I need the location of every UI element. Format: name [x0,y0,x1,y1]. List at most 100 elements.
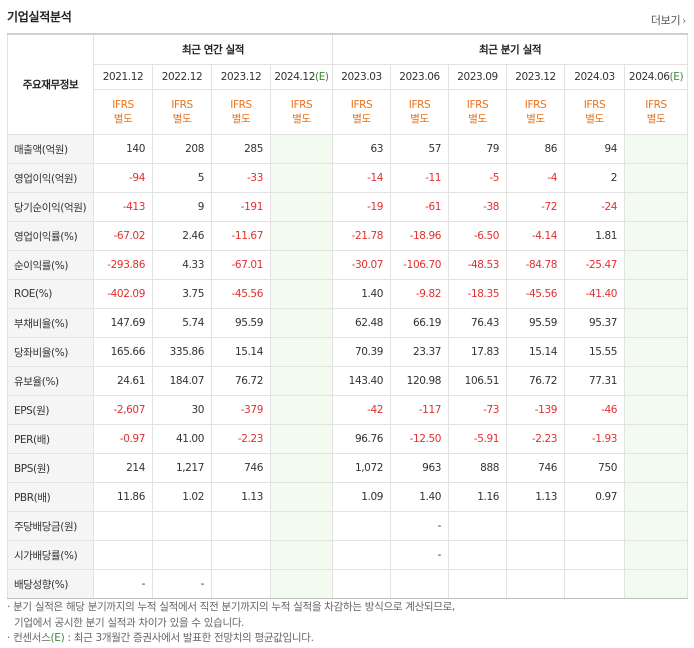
quarter-value-cell [624,366,689,396]
annual-value-cell: -293.86 [93,250,153,280]
annual-value-cell: 746 [211,453,271,483]
quarter-value-cell [448,511,508,541]
table-row: 부채비율(%) 147.69 5.74 95.59 62.48 66.19 76.43 95.… [7,308,689,338]
quarter-value-cell: -11 [390,163,450,193]
annual-value-cell: 335.86 [152,337,212,367]
annual-value-cell: 41.00 [152,424,212,454]
table-row: 시가배당률(%) - [7,540,689,570]
quarter-value-cell [624,337,689,367]
annual-value-cell: 30 [152,395,212,425]
quarter-value-cell: 750 [564,453,626,483]
table-row: 유보율(%) 24.61 184.07 76.72 143.40 120.98 106.51… [7,366,689,396]
footnote-1-cont: 기업에서 공시한 분기 실적과 차이가 있을 수 있습니다. [14,616,245,629]
annual-value-cell: -94 [93,163,153,193]
table-row: 순이익률(%) -293.86 4.33 -67.01 -30.07 -106.70 -48… [7,250,689,280]
period-label: 2024.12 [274,71,315,83]
quarter-value-cell [506,569,566,599]
quarter-ifrs-3: IFRS 별도 [506,89,566,135]
annual-value-cell [93,540,153,570]
quarter-value-cell: 95.59 [506,308,566,338]
annual-value-cell: -33 [211,163,271,193]
quarter-value-cell: -4 [506,163,566,193]
annual-value-cell: -11.67 [211,221,271,251]
quarter-value-cell [624,134,689,164]
row-label: 유보율(%) [7,366,94,396]
annual-value-cell [269,221,334,251]
quarter-value-cell: -9.82 [390,279,450,309]
row-label: 영업이익률(%) [7,221,94,251]
annual-value-cell: -67.02 [93,221,153,251]
annual-value-cell: 140 [93,134,153,164]
more-link[interactable]: 더보기 › [651,12,686,28]
quarter-value-cell: 963 [390,453,450,483]
quarter-value-cell: 76.43 [448,308,508,338]
row-label: BPS(원) [7,453,94,483]
quarter-value-cell: 1.40 [332,279,392,309]
quarter-value-cell: -117 [390,395,450,425]
annual-value-cell: 15.14 [211,337,271,367]
quarter-value-cell: -24 [564,192,626,222]
ifrs-sub-label: 별도 [585,113,604,125]
quarter-value-cell: 62.48 [332,308,392,338]
ifrs-sub-label: 별도 [526,113,545,125]
annual-period-1: 2022.12 [152,64,212,90]
quarter-period-5: 2024.06(E) [624,64,689,90]
table-row: 영업이익(억원) -94 5 -33 -14 -11 -5 -4 2 [7,163,689,193]
annual-value-cell: -45.56 [211,279,271,309]
annual-value-cell: 285 [211,134,271,164]
quarter-value-cell: - [390,540,450,570]
table-row: 당좌비율(%) 165.66 335.86 15.14 70.39 23.37 17.83 1… [7,337,689,367]
quarter-value-cell: 1.40 [390,482,450,512]
period-label: 2021.12 [102,71,144,83]
annual-value-cell [152,511,212,541]
quarter-value-cell: -1.93 [564,424,626,454]
quarter-value-cell: 17.83 [448,337,508,367]
annual-value-cell [211,511,271,541]
row-label: 영업이익(억원) [7,163,94,193]
quarter-value-cell: -41.40 [564,279,626,309]
annual-value-cell [269,540,334,570]
period-label: 2023.12 [515,71,556,83]
ifrs-sub-label: 별도 [172,113,192,125]
estimate-mark: (E) [50,632,65,644]
ifrs-sub-label: 별도 [231,113,251,125]
quarter-value-cell [624,192,689,222]
quarter-value-cell: -38 [448,192,508,222]
annual-value-cell: 208 [152,134,212,164]
quarter-value-cell: -61 [390,192,450,222]
table-row: PBR(배) 11.86 1.02 1.13 1.09 1.40 1.16 1.13 0.97 [7,482,689,512]
quarter-period-0: 2023.03 [332,64,392,90]
annual-value-cell [269,279,334,309]
row-label: 주당배당금(원) [7,511,94,541]
quarter-value-cell [506,511,566,541]
ifrs-sub-label: 별도 [646,113,666,125]
row-label: ROE(%) [7,279,94,309]
annual-value-cell [93,511,153,541]
table-row: 배당성향(%) - - [7,569,689,599]
period-label: 2023.06 [399,71,440,83]
quarter-value-cell: 1.81 [564,221,626,251]
quarter-period-4: 2024.03 [564,64,626,90]
ifrs-label: IFRS [171,99,193,111]
quarter-value-cell: -73 [448,395,508,425]
ifrs-label: IFRS [524,99,547,111]
quarter-value-cell: 96.76 [332,424,392,454]
annual-value-cell: -0.97 [93,424,153,454]
annual-value-cell: 214 [93,453,153,483]
annual-value-cell: 9 [152,192,212,222]
footnotes: · 분기 실적은 해당 분기까지의 누적 실적에서 직전 분기까지의 누적 실적… [7,600,455,647]
quarter-value-cell: 95.37 [564,308,626,338]
annual-value-cell: -2,607 [93,395,153,425]
quarter-value-cell [624,221,689,251]
annual-value-cell: 76.72 [211,366,271,396]
annual-value-cell: 165.66 [93,337,153,367]
annual-value-cell [269,424,334,454]
section-title: 기업실적분석 [7,10,72,24]
quarter-value-cell [624,279,689,309]
quarter-ifrs-2: IFRS 별도 [448,89,508,135]
quarter-value-cell [624,569,689,599]
period-label: 2022.12 [161,71,203,83]
quarter-value-cell: 86 [506,134,566,164]
quarter-value-cell: 0.97 [564,482,626,512]
annual-value-cell: 4.33 [152,250,212,280]
